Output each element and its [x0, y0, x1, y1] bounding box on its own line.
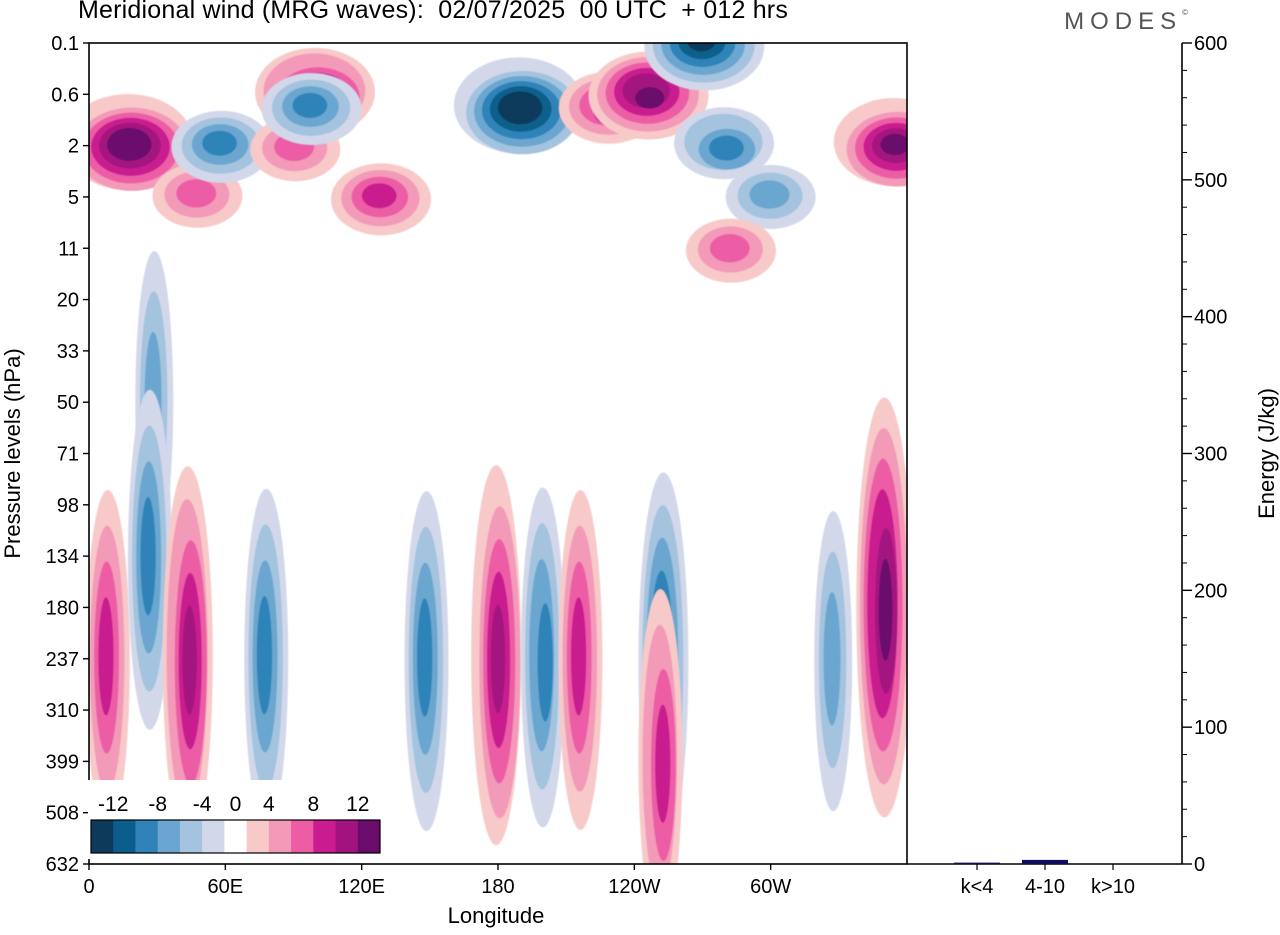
x-tick-label: 60E [208, 876, 244, 898]
y-tick-label: 50 [57, 392, 79, 414]
wind-anomaly-negative [644, 43, 765, 91]
colorbar-segment [135, 820, 159, 853]
wind-anomaly-positive [471, 465, 522, 846]
wind-anomaly-positive [685, 218, 776, 283]
wind-anomaly-negative [244, 488, 289, 829]
colorbar-segment [268, 820, 292, 853]
y-tick-label: 0.1 [51, 33, 79, 55]
colorbar-segment [335, 820, 359, 853]
wind-anomaly-positive [833, 98, 907, 187]
heatmap-plot [89, 43, 907, 864]
wind-anomaly-positive [331, 163, 432, 236]
heatmap-axes: 0.1 0.6 2 5 11 20 33 50 71 98 134 180 237 310 399 508 63… [0, 33, 791, 928]
colorbar-segment [313, 820, 336, 853]
wind-anomaly-negative [725, 164, 816, 229]
y-tick-label: 508 [46, 803, 79, 825]
colorbar-segment [179, 820, 203, 853]
wind-anomaly-positive [89, 490, 130, 830]
x-tick-label: 120W [608, 876, 660, 898]
colorbar-tick-label: 4 [263, 793, 275, 816]
colorbar-segment [113, 820, 136, 853]
energy-axis-label: Energy (J/kg) [1254, 388, 1279, 519]
wind-anomaly-positive [558, 489, 603, 830]
colorbar-tick-label: 8 [307, 793, 319, 816]
y-tick-label: 98 [57, 495, 79, 517]
y-tick-label: 33 [57, 341, 79, 363]
wind-anomaly-negative [453, 57, 584, 155]
colorbar-tick-label: -4 [193, 793, 212, 816]
x-tick-label: 60W [750, 876, 791, 898]
y-tick-label: 0.6 [51, 84, 79, 106]
energy-category-label: 4-10 [1025, 876, 1065, 898]
y-tick-label: 180 [46, 597, 79, 619]
energy-tick-label: 200 [1194, 580, 1227, 602]
energy-bar [1022, 859, 1068, 864]
y-axis-label: Pressure levels (hPa) [0, 348, 25, 558]
energy-tick-label: 600 [1194, 33, 1227, 55]
energy-bar [954, 862, 1000, 864]
brand-logo: MODES© [1064, 8, 1188, 35]
colorbar-tick-label: 12 [346, 793, 369, 816]
energy-bar-chart: 0 100 200 300 400 500 600 Energy (J/kg) k<4 4-10 k… [907, 33, 1279, 898]
colorbar-tick-label: 0 [230, 793, 242, 816]
y-tick-label: 134 [46, 546, 79, 568]
y-tick-label: 632 [46, 854, 79, 876]
y-tick-label: 237 [46, 649, 79, 671]
y-tick-label: 2 [68, 136, 79, 158]
colorbar-segment [91, 820, 114, 853]
energy-tick-label: 0 [1194, 854, 1205, 876]
energy-tick-label: 500 [1194, 170, 1227, 192]
energy-tick-label: 400 [1194, 307, 1227, 329]
colorbar-segment [224, 820, 248, 853]
y-tick-label: 20 [57, 290, 79, 312]
colorbar-segment [246, 820, 270, 853]
colorbar-segment [357, 820, 381, 853]
y-tick-label: 71 [57, 444, 79, 466]
wind-anomaly-positive [856, 397, 907, 818]
colorbar-segment [291, 820, 314, 853]
colorbar-segment [202, 820, 225, 853]
colorbar: -12 -8 -4 0 4 8 12 [88, 780, 383, 859]
wind-anomaly-negative [674, 107, 775, 180]
wind-anomaly-negative [520, 487, 565, 828]
wind-anomaly-negative [404, 491, 449, 832]
wind-anomaly-negative [814, 511, 853, 812]
wind-anomaly-negative [171, 110, 272, 183]
x-tick-label: 180 [481, 876, 514, 898]
energy-tick-label: 300 [1194, 444, 1227, 466]
chart-title: Meridional wind (MRG waves): 02/07/2025 … [78, 0, 789, 24]
energy-tick-label: 100 [1194, 717, 1227, 739]
wind-anomaly-negative [127, 389, 172, 730]
x-tick-label: 120E [338, 876, 385, 898]
wind-anomaly-positive [162, 466, 213, 847]
wind-anomaly-negative [261, 72, 362, 145]
x-tick-label: 0 [83, 876, 94, 898]
y-tick-label: 11 [58, 238, 79, 260]
colorbar-border [90, 819, 381, 854]
colorbar-segment [157, 820, 181, 853]
y-tick-label: 5 [68, 187, 79, 209]
colorbar-tick-label: -12 [98, 793, 128, 816]
colorbar-tick-label: -8 [148, 793, 167, 816]
energy-category-label: k>10 [1091, 876, 1135, 898]
wind-anomaly-positive [638, 589, 683, 864]
energy-category-label: k<4 [961, 876, 994, 898]
y-tick-label: 399 [46, 751, 79, 773]
x-axis-label: Longitude [448, 903, 545, 928]
y-tick-label: 310 [46, 700, 79, 722]
wind-anomaly-positive [89, 94, 194, 191]
